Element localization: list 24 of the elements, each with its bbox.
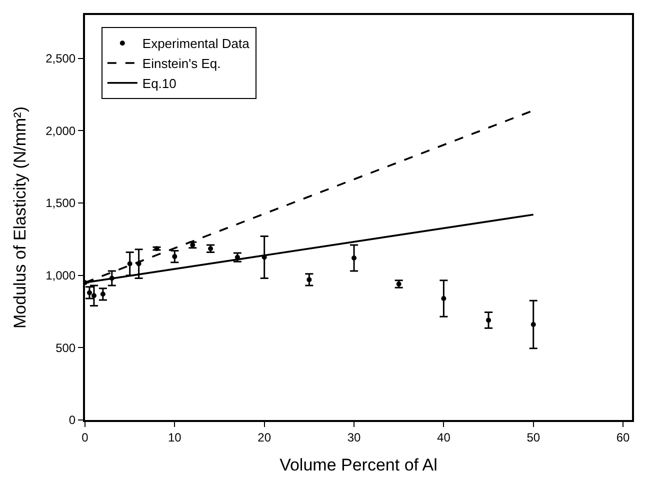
legend-label: Einstein's Eq.	[142, 56, 221, 72]
x-axis-title: Volume Percent of Al	[280, 455, 438, 474]
point	[486, 318, 492, 323]
y-tick-label: 1,500	[46, 196, 76, 210]
x-tick-label: 40	[437, 430, 451, 444]
x-tick-label: 30	[347, 430, 362, 444]
point	[352, 256, 357, 260]
point	[91, 293, 96, 298]
point	[127, 261, 132, 266]
y-tick-label: 500	[56, 340, 76, 355]
y-tick-label: 1,000	[46, 268, 76, 283]
y-tick-label: 2,500	[46, 52, 76, 66]
x-tick-label: 10	[168, 430, 182, 444]
legend-label: Eq.10	[142, 76, 176, 91]
legend-label: Experimental Data	[142, 36, 250, 52]
x-tick-label: 50	[526, 430, 540, 444]
point	[530, 322, 536, 328]
point	[441, 296, 446, 301]
x-tick-label: 60	[616, 430, 630, 444]
y-axis-title: Modulus of Elasticity (N/mm²)	[10, 106, 30, 328]
x-tick-label: 0	[82, 430, 89, 444]
y-tick-label: 0	[68, 413, 76, 428]
x-tick-label: 20	[258, 430, 272, 444]
y-tick-label: 2,000	[46, 124, 76, 138]
